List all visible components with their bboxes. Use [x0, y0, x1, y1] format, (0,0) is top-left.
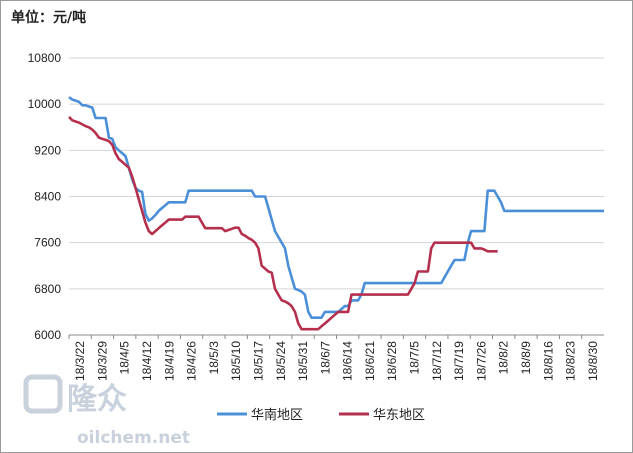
- x-tick-label: 18/7/12: [430, 341, 444, 381]
- y-tick-label: 9200: [34, 143, 61, 157]
- x-tick-label: 18/8/9: [519, 341, 533, 375]
- watermark-logo: 隆众 oilchem.net: [23, 374, 190, 448]
- x-tick-label: 18/6/21: [363, 341, 377, 381]
- x-tick-label: 18/4/5: [118, 341, 132, 375]
- legend: 华南地区 华东地区: [217, 407, 425, 423]
- y-tick-label: 8400: [34, 190, 61, 204]
- unit-label: 单位：元/吨: [11, 10, 87, 26]
- axes: 6000 6800 7600 8400 9200 10000 10800 18/3/22 18/…: [28, 51, 600, 381]
- x-tick-label: 18/5/10: [229, 341, 243, 381]
- x-tick-label: 18/8/16: [541, 341, 555, 381]
- y-tick-label: 10800: [28, 51, 62, 65]
- y-tick-label: 7600: [34, 236, 61, 250]
- x-tick-label: 18/5/17: [251, 341, 265, 381]
- y-tick-label: 6800: [34, 282, 61, 296]
- x-tick-label: 18/6/7: [318, 341, 332, 375]
- x-tick-label: 18/8/30: [586, 341, 600, 381]
- x-tick-label: 18/5/31: [296, 341, 310, 381]
- x-tick-label: 18/7/19: [452, 341, 466, 381]
- x-tick-label: 18/8/23: [564, 341, 578, 381]
- x-tick-label: 18/7/5: [408, 341, 422, 375]
- x-tick-label: 18/6/28: [385, 341, 399, 381]
- series-line-0: [68, 96, 604, 320]
- x-tick-label: 18/4/19: [162, 341, 176, 381]
- x-tick-label: 18/5/24: [274, 341, 288, 381]
- logo-mark-icon: [23, 374, 63, 414]
- grid: [69, 57, 604, 336]
- series-layer: [68, 96, 604, 331]
- x-tick-label: 18/6/14: [341, 341, 355, 381]
- y-tick-label: 6000: [34, 328, 61, 342]
- legend-label-1: 华东地区: [373, 408, 425, 423]
- y-tick-label: 10000: [28, 97, 62, 111]
- x-tick-label: 18/5/3: [207, 341, 221, 375]
- series-line-1: [68, 115, 498, 331]
- watermark-url: oilchem.net: [77, 428, 190, 448]
- watermark-brand: 隆众: [67, 382, 127, 417]
- legend-label-0: 华南地区: [251, 407, 303, 423]
- x-tick-label: 18/8/2: [497, 341, 511, 375]
- x-tick-label: 18/3/22: [73, 341, 87, 381]
- x-tick-label: 18/4/12: [140, 341, 154, 381]
- x-tick-label: 18/3/29: [95, 341, 109, 381]
- x-tick-label: 18/7/26: [474, 341, 488, 381]
- x-tick-label: 18/4/26: [185, 341, 199, 381]
